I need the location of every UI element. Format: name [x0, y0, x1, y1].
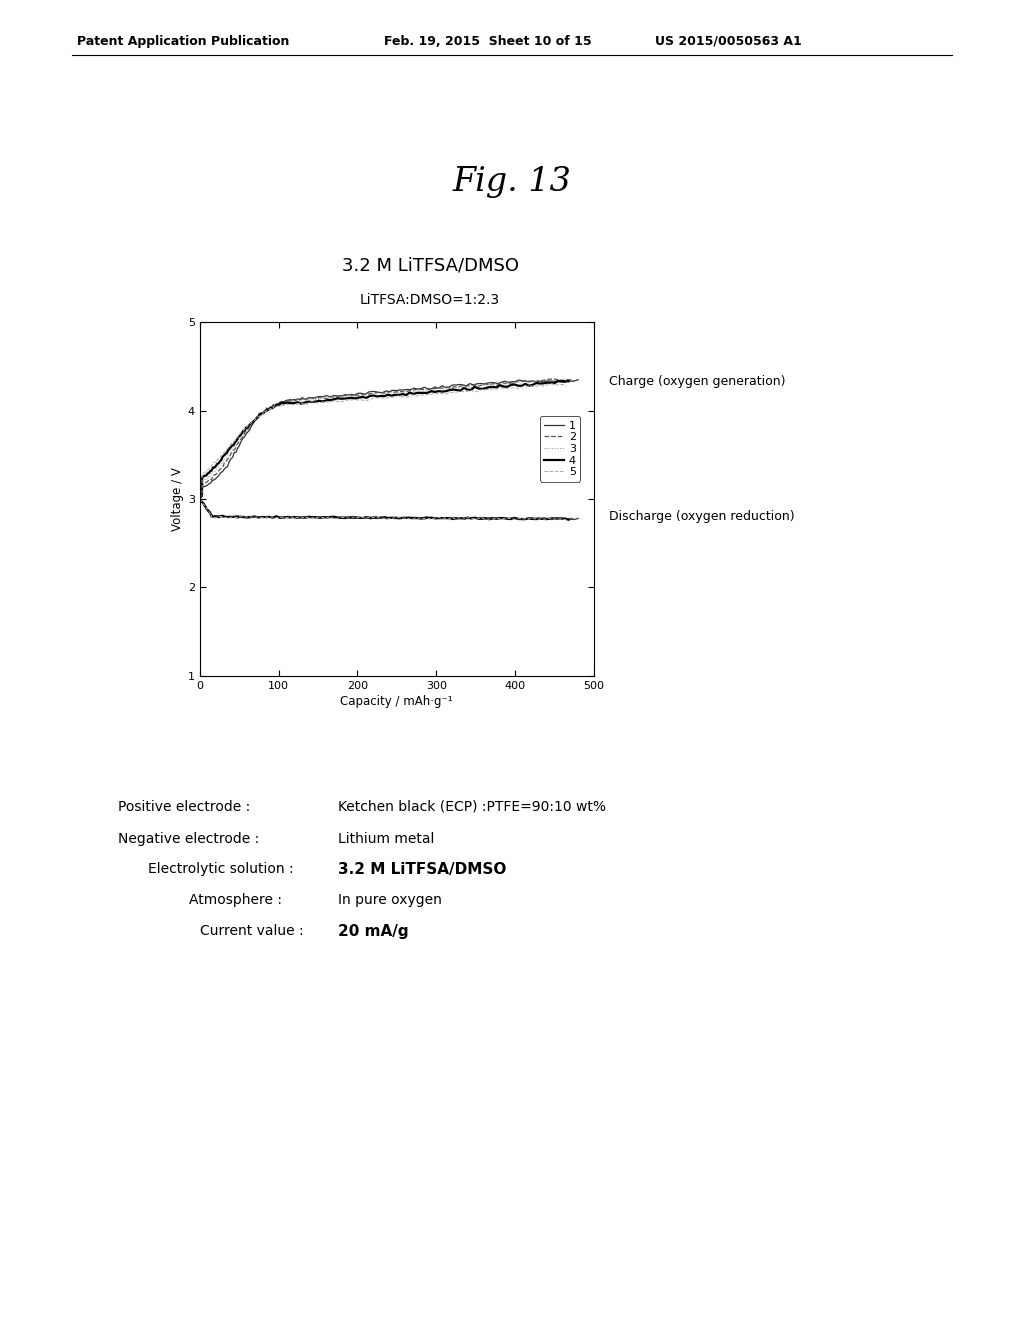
5: [194, 490, 206, 506]
4: [555, 374, 567, 389]
4: [195, 490, 207, 506]
5: [337, 393, 349, 409]
3: [199, 470, 211, 486]
4: [526, 378, 539, 393]
2: [444, 380, 457, 396]
Line: 2: 2: [200, 379, 574, 500]
1: [194, 490, 206, 506]
2: [195, 490, 207, 506]
3: [439, 381, 452, 397]
Text: Lithium metal: Lithium metal: [338, 832, 434, 846]
Line: 1: 1: [200, 380, 579, 498]
3: [194, 491, 206, 507]
1: [464, 376, 476, 392]
1: [572, 372, 585, 388]
2: [532, 372, 545, 388]
Line: 5: 5: [200, 384, 566, 498]
2: [194, 492, 206, 508]
Text: Discharge (oxygen reduction): Discharge (oxygen reduction): [609, 510, 795, 523]
2: [547, 371, 559, 387]
2: [459, 379, 471, 395]
5: [523, 378, 536, 393]
5: [546, 376, 558, 392]
Text: In pure oxygen: In pure oxygen: [338, 894, 441, 907]
Text: LiTFSA:DMSO=1:2.3: LiTFSA:DMSO=1:2.3: [360, 293, 500, 306]
Text: Feb. 19, 2015  Sheet 10 of 15: Feb. 19, 2015 Sheet 10 of 15: [384, 34, 592, 48]
Text: Electrolytic solution :: Electrolytic solution :: [148, 862, 294, 876]
3: [560, 371, 572, 387]
5: [560, 378, 572, 393]
Y-axis label: Voltage / V: Voltage / V: [171, 467, 183, 531]
Text: 20 mA/g: 20 mA/g: [338, 924, 409, 939]
1: [450, 378, 462, 393]
Text: Patent Application Publication: Patent Application Publication: [77, 34, 289, 48]
Text: Positive electrode :: Positive electrode :: [118, 800, 250, 814]
4: [562, 374, 574, 389]
1: [537, 374, 549, 389]
Text: US 2015/0050563 A1: US 2015/0050563 A1: [655, 34, 802, 48]
4: [342, 391, 354, 407]
3: [454, 380, 466, 396]
2: [353, 387, 366, 403]
5: [199, 465, 211, 480]
Text: Atmosphere :: Atmosphere :: [189, 894, 283, 907]
Text: 3.2 M LiTFSA/DMSO: 3.2 M LiTFSA/DMSO: [342, 256, 518, 275]
3: [347, 388, 359, 404]
4: [451, 381, 463, 397]
Text: 3.2 M LiTFSA/DMSO: 3.2 M LiTFSA/DMSO: [338, 862, 506, 876]
5: [432, 385, 444, 401]
5: [446, 384, 459, 400]
Legend: 1, 2, 3, 4, 5: 1, 2, 3, 4, 5: [540, 416, 581, 482]
Line: 4: 4: [200, 381, 568, 498]
Text: Charge (oxygen generation): Charge (oxygen generation): [609, 375, 785, 388]
Line: 3: 3: [200, 379, 570, 499]
Text: Fig. 13: Fig. 13: [453, 166, 571, 198]
Text: Ketchen black (ECP) :PTFE=90:10 wt%: Ketchen black (ECP) :PTFE=90:10 wt%: [338, 800, 606, 814]
4: [199, 467, 211, 483]
4: [194, 490, 206, 506]
Text: Negative electrode :: Negative electrode :: [118, 832, 259, 846]
1: [195, 490, 207, 506]
Text: Current value :: Current value :: [200, 924, 303, 939]
X-axis label: Capacity / mAh·g⁻¹: Capacity / mAh·g⁻¹: [341, 694, 453, 708]
5: [195, 490, 207, 506]
4: [436, 384, 449, 400]
3: [564, 371, 577, 387]
3: [195, 491, 207, 507]
1: [359, 387, 372, 403]
1: [200, 478, 212, 494]
2: [199, 475, 211, 491]
2: [568, 374, 581, 389]
3: [528, 374, 541, 389]
